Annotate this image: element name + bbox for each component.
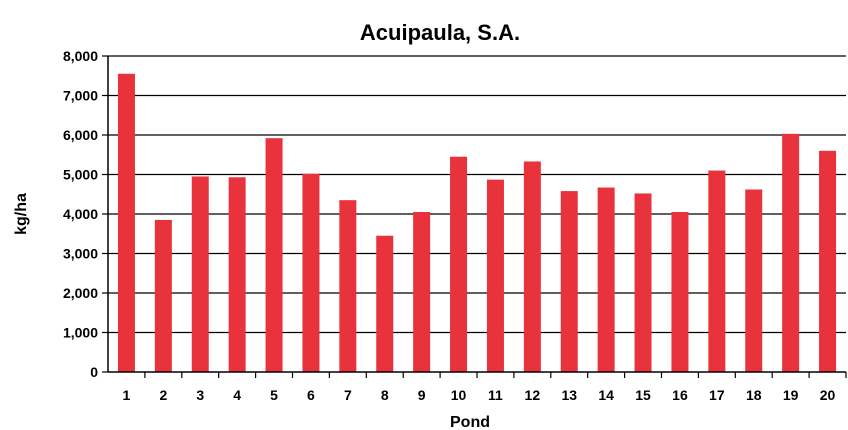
y-tick-label: 8,000 xyxy=(63,48,98,64)
bar-pond-7 xyxy=(339,200,357,372)
x-tick-label: 14 xyxy=(598,387,614,403)
bar-pond-17 xyxy=(708,170,726,372)
y-tick-label: 5,000 xyxy=(63,167,98,183)
bar-pond-9 xyxy=(413,212,431,372)
x-tick-label: 7 xyxy=(344,387,352,403)
bar-pond-4 xyxy=(228,177,246,372)
x-tick-label: 3 xyxy=(196,387,204,403)
x-tick-label: 11 xyxy=(488,387,503,403)
x-tick-label: 9 xyxy=(418,387,426,403)
y-tick-label: 6,000 xyxy=(63,127,98,143)
x-tick-label: 10 xyxy=(451,387,467,403)
y-tick-label: 4,000 xyxy=(63,206,98,222)
x-tick-label: 17 xyxy=(709,387,725,403)
bar-pond-11 xyxy=(486,179,504,372)
x-tick-label: 20 xyxy=(820,387,836,403)
x-tick-label: 15 xyxy=(635,387,651,403)
bar-pond-3 xyxy=(191,176,209,372)
x-tick-label: 1 xyxy=(123,387,131,403)
bar-pond-14 xyxy=(597,187,615,372)
x-tick-label: 16 xyxy=(672,387,688,403)
x-tick-label: 13 xyxy=(561,387,577,403)
bar-pond-19 xyxy=(782,133,800,372)
y-tick-labels: 0 1,000 2,000 3,000 4,000 5,000 6,000 7,000 8,00… xyxy=(63,48,98,380)
y-tick-label: 1,000 xyxy=(63,325,98,341)
x-tick-labels: 1 2 3 4 5 6 7 8 9 10 11 12 13 14 15 16 17 18 19 20 xyxy=(123,372,847,403)
bar-pond-15 xyxy=(634,193,652,372)
x-axis-label: Pond xyxy=(450,414,490,430)
y-axis-label: kg/ha xyxy=(13,193,30,235)
x-tick-label: 5 xyxy=(270,387,278,403)
x-tick-label: 8 xyxy=(381,387,389,403)
bar-pond-1 xyxy=(117,73,135,373)
x-tick-label: 12 xyxy=(525,387,541,403)
bar-series xyxy=(117,73,837,373)
bar-pond-20 xyxy=(819,150,837,372)
x-tick-label: 6 xyxy=(307,387,315,403)
bar-pond-12 xyxy=(523,161,541,372)
bar-pond-2 xyxy=(154,219,172,372)
bar-pond-10 xyxy=(450,156,468,372)
x-tick-label: 19 xyxy=(783,387,799,403)
bar-pond-6 xyxy=(302,173,320,372)
x-tick-label: 2 xyxy=(159,387,167,403)
gridlines xyxy=(102,55,846,373)
bar-pond-16 xyxy=(671,212,689,372)
bar-pond-13 xyxy=(560,191,578,372)
y-tick-label: 2,000 xyxy=(63,285,98,301)
bar-pond-8 xyxy=(376,235,394,372)
bar-pond-18 xyxy=(745,189,763,372)
y-tick-label: 3,000 xyxy=(63,246,98,262)
y-tick-label: 7,000 xyxy=(63,88,98,104)
x-tick-label: 18 xyxy=(746,387,762,403)
bar-pond-5 xyxy=(265,138,283,372)
chart-title: Acuipaula, S.A. xyxy=(360,20,520,45)
x-tick-label: 4 xyxy=(233,387,241,403)
y-tick-label: 0 xyxy=(90,364,98,380)
